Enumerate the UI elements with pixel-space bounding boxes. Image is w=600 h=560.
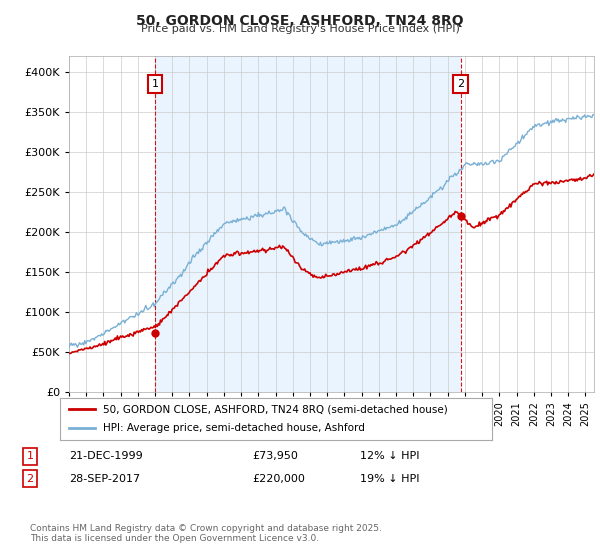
Text: Price paid vs. HM Land Registry's House Price Index (HPI): Price paid vs. HM Land Registry's House … [140,24,460,34]
Text: 2: 2 [26,474,34,484]
Text: 1: 1 [26,451,34,461]
Text: 21-DEC-1999: 21-DEC-1999 [69,451,143,461]
Text: £73,950: £73,950 [252,451,298,461]
Text: HPI: Average price, semi-detached house, Ashford: HPI: Average price, semi-detached house,… [103,423,365,433]
Text: 28-SEP-2017: 28-SEP-2017 [69,474,140,484]
Text: Contains HM Land Registry data © Crown copyright and database right 2025.
This d: Contains HM Land Registry data © Crown c… [30,524,382,543]
Text: 12% ↓ HPI: 12% ↓ HPI [360,451,419,461]
Text: 50, GORDON CLOSE, ASHFORD, TN24 8RQ: 50, GORDON CLOSE, ASHFORD, TN24 8RQ [136,14,464,28]
Text: £220,000: £220,000 [252,474,305,484]
Text: 1: 1 [152,79,158,89]
Text: 19% ↓ HPI: 19% ↓ HPI [360,474,419,484]
Bar [155,56,461,392]
Text: 2: 2 [457,79,464,89]
Text: 50, GORDON CLOSE, ASHFORD, TN24 8RQ (semi-detached house): 50, GORDON CLOSE, ASHFORD, TN24 8RQ (sem… [103,404,448,414]
